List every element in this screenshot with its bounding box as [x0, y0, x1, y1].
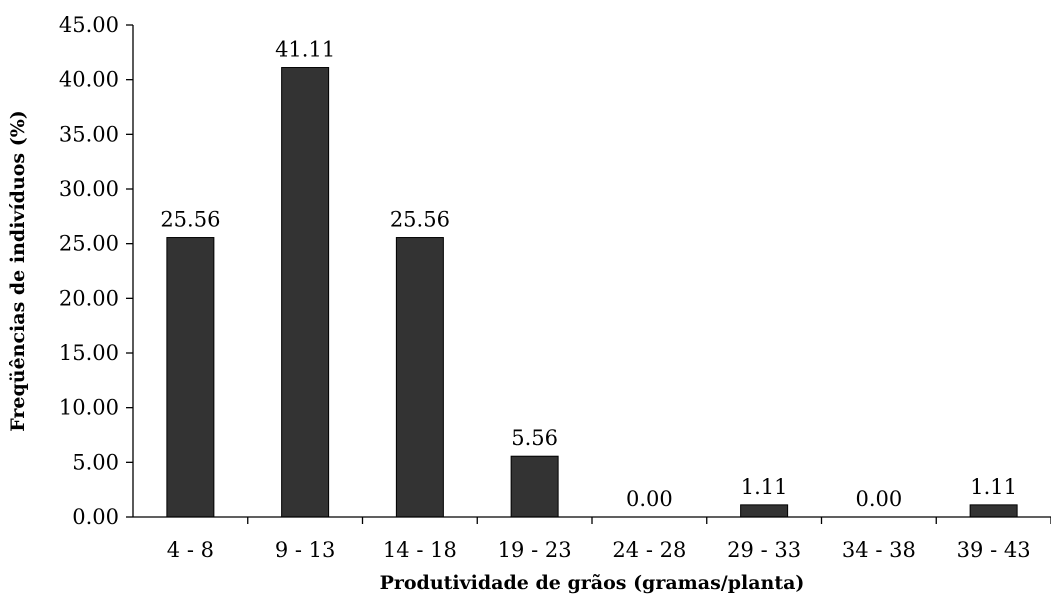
data-label: 25.56 — [390, 208, 450, 232]
x-tick-label: 9 - 13 — [275, 538, 336, 562]
data-label: 5.56 — [511, 426, 558, 450]
x-tick-label: 4 - 8 — [167, 538, 214, 562]
y-axis-title: Freqüências de indivíduos (%) — [7, 110, 29, 432]
bar — [166, 237, 215, 518]
y-tick-label: 35.00 — [59, 122, 119, 146]
x-tick-label: 24 - 28 — [612, 538, 686, 562]
y-tick-label: 20.00 — [59, 286, 119, 310]
x-tick-label: 29 - 33 — [727, 538, 801, 562]
bar — [281, 67, 330, 518]
x-axis-title: Produtividade de grãos (gramas/planta) — [380, 572, 805, 594]
data-label: 0.00 — [626, 487, 673, 511]
bar — [740, 504, 789, 518]
data-label: 1.11 — [741, 475, 788, 499]
x-tick-label: 39 - 43 — [957, 538, 1031, 562]
bar — [395, 237, 444, 518]
data-label: 41.11 — [275, 38, 335, 62]
x-tick-label: 14 - 18 — [383, 538, 457, 562]
data-labels: 25.56 41.11 25.56 5.56 0.00 1.11 0.00 1.11 — [160, 38, 1017, 511]
data-label: 25.56 — [160, 208, 220, 232]
y-tick-label: 30.00 — [59, 177, 119, 201]
y-tick-label: 15.00 — [59, 341, 119, 365]
x-tick-label: 19 - 23 — [498, 538, 572, 562]
y-tick-label: 0.00 — [72, 505, 119, 529]
y-tick-label: 45.00 — [59, 13, 119, 37]
y-tick-label: 10.00 — [59, 396, 119, 420]
bars — [166, 67, 1018, 518]
bar — [510, 455, 559, 518]
bar — [969, 504, 1018, 518]
x-tick-label: 34 - 38 — [842, 538, 916, 562]
data-label: 1.11 — [970, 475, 1017, 499]
y-tick-label: 25.00 — [59, 232, 119, 256]
x-axis-ticks: 4 - 8 9 - 13 14 - 18 19 - 23 24 - 28 29 - 33 3… — [167, 517, 1051, 562]
y-tick-label: 5.00 — [72, 450, 119, 474]
data-label: 0.00 — [855, 487, 902, 511]
y-axis-ticks: 0.00 5.00 10.00 15.00 20.00 25.00 30.00 35.00 40… — [59, 13, 133, 529]
y-tick-label: 40.00 — [59, 68, 119, 92]
